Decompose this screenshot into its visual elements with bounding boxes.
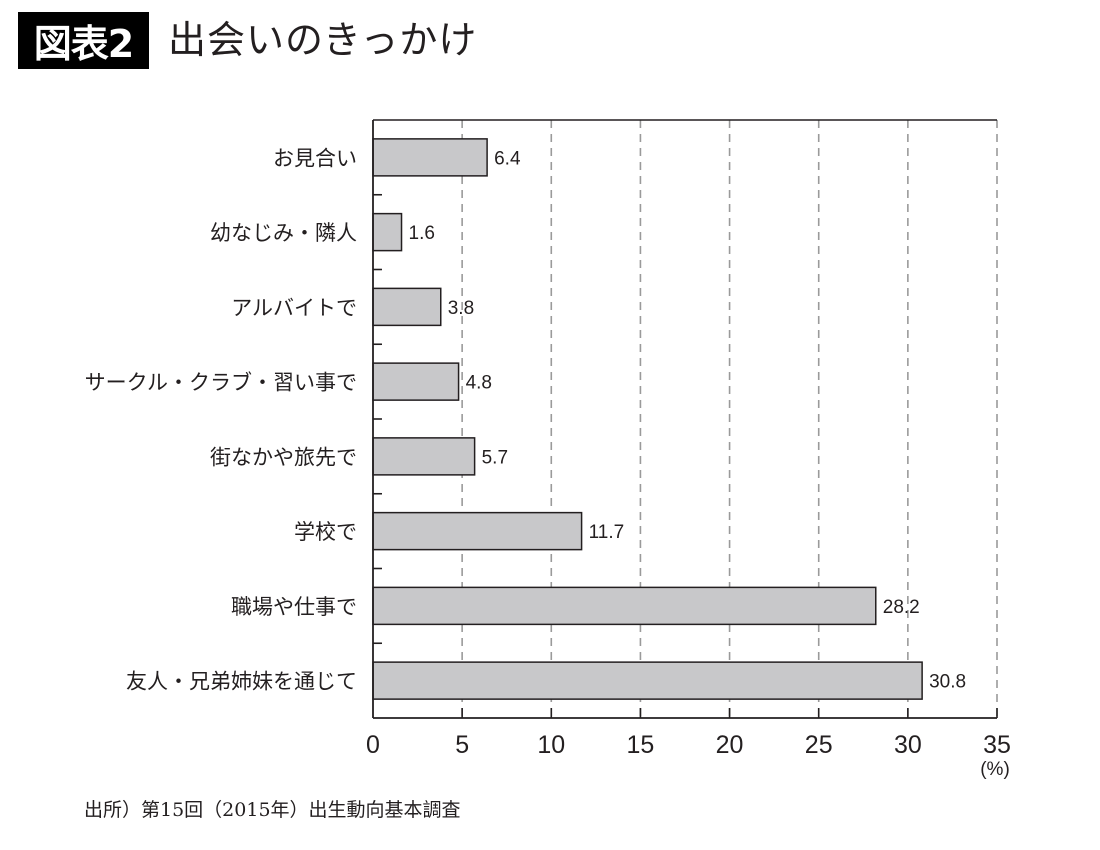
category-label: お見合い (273, 146, 357, 170)
figure-number: 図表2 (33, 22, 134, 66)
chart-title: 出会いのきっかけ (168, 18, 478, 62)
axes (372, 119, 998, 719)
category-label: アルバイトで (231, 296, 357, 320)
bar (372, 661, 923, 700)
figure-number-badge: 図表2 (18, 12, 149, 69)
bar (372, 586, 877, 626)
x-tick-label: 0 (366, 731, 380, 759)
value-label: 5.7 (482, 447, 508, 468)
value-label: 3.8 (448, 298, 474, 319)
category-label: 友人・兄弟姉妹を通じて (126, 670, 357, 694)
x-tick-label: 5 (455, 731, 469, 759)
bar (372, 437, 476, 476)
bar (372, 362, 460, 401)
x-tick-label: 30 (894, 731, 922, 759)
category-label: サークル・クラブ・習い事で (85, 371, 357, 395)
bar (372, 212, 403, 252)
source-note: 出所）第15回（2015年）出生動向基本調査 (84, 799, 461, 821)
x-tick-label: 10 (537, 731, 565, 759)
x-tick-label: 15 (627, 731, 655, 759)
value-label: 6.4 (494, 148, 521, 169)
bars (372, 138, 923, 700)
value-label: 1.6 (409, 223, 435, 244)
category-label: 学校で (294, 520, 357, 544)
x-tick-label: 25 (805, 731, 833, 759)
category-label: 幼なじみ・隣人 (210, 221, 357, 245)
value-label: 11.7 (589, 522, 625, 543)
bar (372, 138, 488, 177)
category-label: 職場や仕事で (231, 595, 357, 619)
x-tick-label: 35 (983, 731, 1011, 759)
labels: 0 5 10 15 20 25 30 35(%) 6.4 お見合い 1.6 幼なじみ・隣人 3.8 アルバ… (85, 146, 1011, 780)
value-label: 28.2 (883, 597, 920, 618)
bar (372, 287, 442, 327)
grid-lines (461, 120, 998, 718)
value-label: 4.8 (466, 373, 492, 394)
x-tick-label: 20 (716, 731, 744, 759)
value-label: 30.8 (929, 672, 966, 693)
category-label: 街なかや旅先で (210, 445, 357, 469)
unit-label: (%) (980, 759, 1010, 780)
bar (372, 511, 583, 551)
